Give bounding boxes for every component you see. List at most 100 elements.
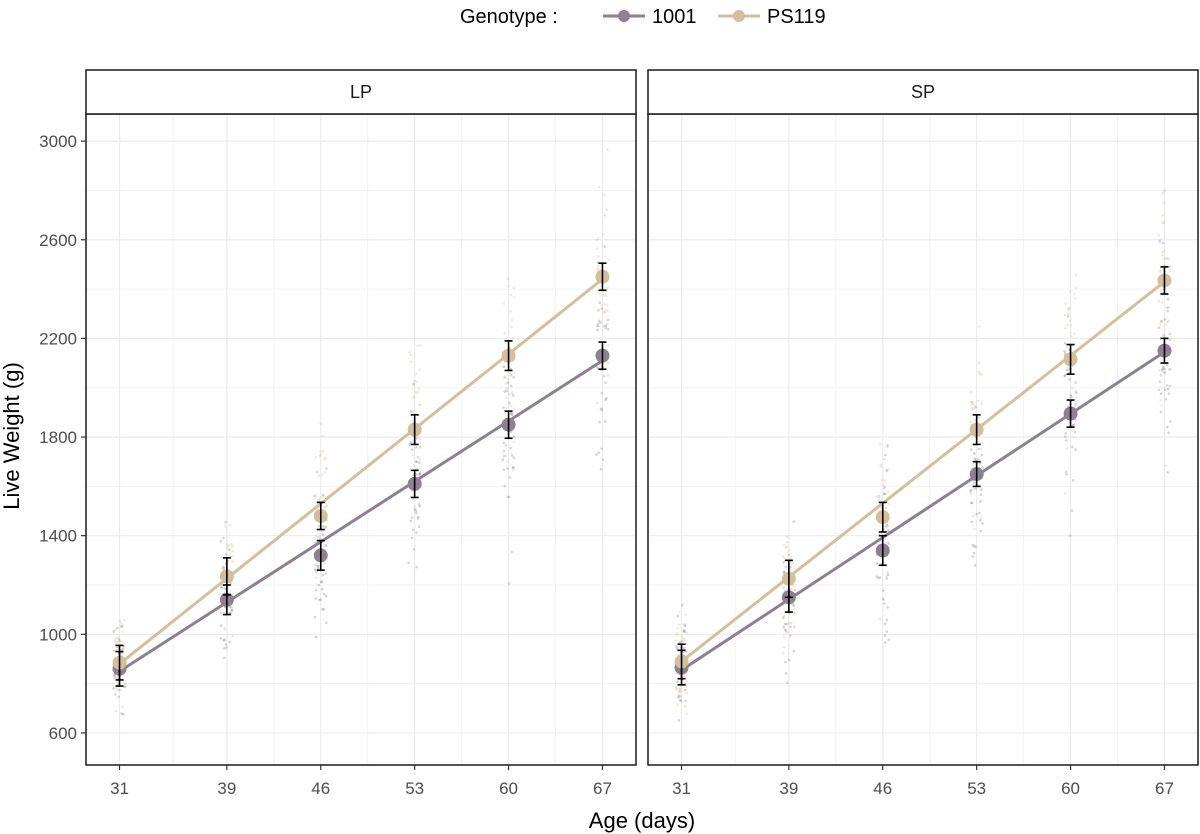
raw-point-ps119 — [606, 285, 609, 289]
raw-point-ps119 — [504, 396, 508, 399]
raw-point-1001 — [412, 548, 416, 551]
raw-point-ps119 — [793, 567, 797, 570]
legend-key-1001-point — [618, 10, 630, 22]
y-tick-label: 600 — [49, 724, 77, 743]
raw-point-1001 — [878, 576, 882, 579]
legend-label-ps119: PS119 — [767, 6, 826, 28]
raw-point-ps119 — [323, 562, 326, 565]
raw-point-ps119 — [674, 639, 677, 642]
raw-point-ps119 — [977, 415, 980, 419]
raw-point-1001 — [228, 548, 231, 552]
raw-point-1001 — [782, 571, 786, 574]
raw-point-1001 — [1163, 367, 1166, 371]
raw-point-1001 — [883, 634, 887, 637]
raw-point-ps119 — [1166, 320, 1169, 324]
raw-point-1001 — [792, 625, 796, 629]
raw-point-1001 — [1157, 326, 1161, 330]
raw-point-ps119 — [606, 374, 609, 377]
raw-point-ps119 — [972, 488, 975, 492]
raw-point-1001 — [883, 492, 886, 496]
raw-point-ps119 — [785, 587, 789, 591]
raw-point-ps119 — [411, 498, 415, 501]
raw-point-ps119 — [231, 634, 235, 637]
raw-point-1001 — [979, 500, 982, 504]
raw-point-ps119 — [323, 471, 327, 474]
raw-point-ps119 — [882, 598, 885, 602]
raw-point-1001 — [674, 686, 678, 690]
raw-point-ps119 — [119, 640, 122, 644]
raw-point-1001 — [230, 606, 233, 609]
raw-point-ps119 — [318, 454, 322, 458]
raw-point-ps119 — [885, 575, 888, 578]
raw-point-1001 — [510, 413, 514, 417]
raw-point-ps119 — [605, 303, 609, 307]
raw-point-ps119 — [320, 529, 324, 533]
raw-point-1001 — [788, 634, 792, 637]
raw-point-1001 — [1163, 388, 1167, 392]
raw-point-1001 — [886, 606, 889, 609]
raw-point-ps119 — [1066, 324, 1069, 327]
raw-point-ps119 — [223, 628, 227, 631]
raw-point-ps119 — [317, 474, 321, 477]
legend-key-ps119-point — [733, 10, 745, 22]
raw-point-ps119 — [231, 560, 234, 563]
raw-point-1001 — [314, 588, 318, 592]
raw-point-ps119 — [230, 554, 234, 558]
raw-point-1001 — [321, 607, 325, 611]
raw-point-1001 — [782, 625, 785, 629]
raw-point-ps119 — [503, 332, 506, 335]
raw-point-ps119 — [1163, 249, 1166, 252]
raw-point-ps119 — [596, 324, 599, 328]
raw-point-ps119 — [886, 445, 890, 449]
raw-point-ps119 — [783, 635, 786, 638]
raw-point-ps119 — [782, 586, 785, 589]
raw-point-ps119 — [973, 418, 977, 422]
panel-border — [647, 113, 1199, 766]
raw-point-1001 — [415, 531, 418, 534]
raw-point-1001 — [414, 460, 418, 464]
raw-point-ps119 — [419, 403, 422, 407]
raw-point-ps119 — [114, 641, 117, 644]
raw-point-ps119 — [886, 572, 890, 576]
raw-point-ps119 — [225, 543, 228, 546]
raw-point-ps119 — [678, 687, 682, 690]
raw-point-ps119 — [508, 392, 511, 396]
raw-point-1001 — [1161, 367, 1164, 371]
raw-point-ps119 — [595, 238, 599, 242]
raw-point-ps119 — [972, 515, 975, 518]
raw-point-1001 — [510, 550, 514, 554]
raw-point-1001 — [120, 624, 124, 628]
raw-point-1001 — [324, 594, 328, 598]
raw-point-1001 — [512, 435, 516, 439]
raw-point-1001 — [784, 629, 788, 633]
raw-point-ps119 — [684, 613, 688, 617]
raw-point-ps119 — [416, 435, 420, 439]
raw-point-ps119 — [1069, 324, 1073, 327]
raw-point-1001 — [979, 529, 983, 533]
raw-point-1001 — [1068, 377, 1071, 381]
raw-point-1001 — [318, 598, 321, 602]
raw-point-1001 — [971, 555, 975, 558]
raw-point-1001 — [970, 520, 973, 524]
raw-point-1001 — [791, 602, 795, 606]
raw-point-1001 — [978, 462, 982, 465]
raw-point-1001 — [1163, 371, 1167, 375]
raw-point-ps119 — [1159, 238, 1162, 241]
raw-point-ps119 — [413, 505, 417, 508]
raw-point-ps119 — [220, 585, 223, 589]
raw-point-1001 — [1167, 431, 1170, 435]
raw-point-1001 — [502, 449, 506, 453]
raw-point-ps119 — [883, 458, 886, 461]
raw-point-1001 — [1165, 425, 1169, 429]
raw-point-1001 — [124, 684, 127, 688]
raw-point-1001 — [787, 553, 791, 557]
raw-point-1001 — [502, 406, 505, 409]
raw-point-1001 — [219, 624, 223, 627]
raw-point-ps119 — [603, 193, 606, 197]
raw-point-1001 — [977, 457, 980, 461]
raw-point-1001 — [684, 699, 687, 703]
raw-point-1001 — [509, 446, 513, 450]
raw-point-1001 — [117, 637, 120, 641]
raw-point-1001 — [503, 390, 507, 393]
raw-point-ps119 — [595, 247, 599, 251]
